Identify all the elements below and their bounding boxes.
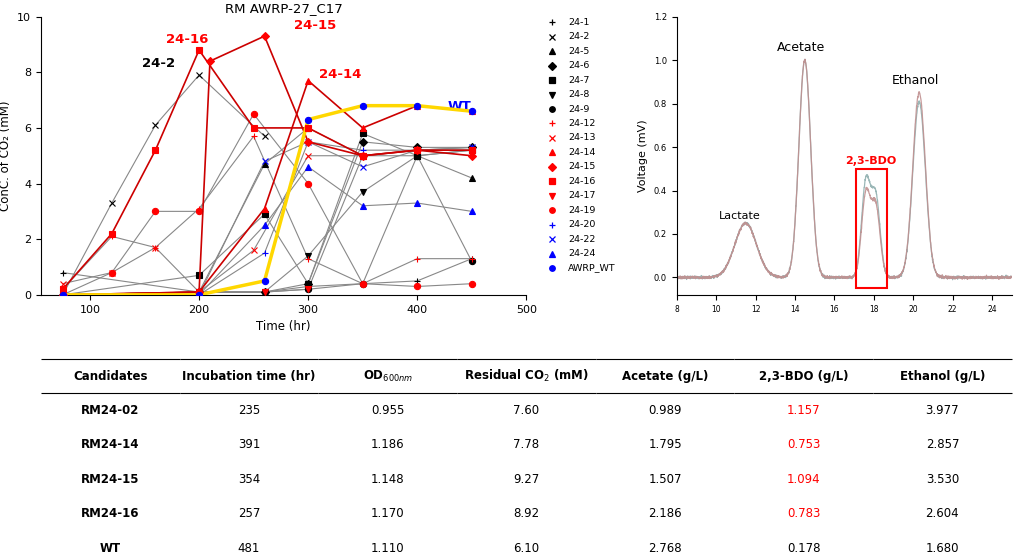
Y-axis label: ConC. of CO₂ (mM): ConC. of CO₂ (mM) xyxy=(0,100,11,211)
Text: AWRP_WT: AWRP_WT xyxy=(568,264,616,273)
Text: 24-2: 24-2 xyxy=(568,32,590,41)
Text: 24-6: 24-6 xyxy=(568,61,590,70)
Text: 24-15: 24-15 xyxy=(294,19,336,32)
Text: 24-16: 24-16 xyxy=(167,33,208,46)
Text: WT: WT xyxy=(448,100,471,113)
Text: 24-7: 24-7 xyxy=(568,75,590,84)
Title: RM AWRP-27_C17: RM AWRP-27_C17 xyxy=(225,2,342,16)
Text: 2,3-BDO: 2,3-BDO xyxy=(845,157,896,166)
Text: 24-5: 24-5 xyxy=(568,47,590,56)
Bar xyxy=(856,169,887,288)
Text: Acetate: Acetate xyxy=(777,42,825,54)
Text: 24-14: 24-14 xyxy=(319,68,362,81)
Text: 24-13: 24-13 xyxy=(568,133,596,143)
Text: 24-15: 24-15 xyxy=(568,163,596,171)
Y-axis label: Voltage (mV): Voltage (mV) xyxy=(638,119,648,192)
Text: 24-1: 24-1 xyxy=(568,18,590,27)
Text: 24-14: 24-14 xyxy=(568,148,596,157)
Text: 24-22: 24-22 xyxy=(568,235,596,244)
Text: 24-19: 24-19 xyxy=(568,206,596,215)
X-axis label: Time (hr): Time (hr) xyxy=(257,320,311,333)
Text: 24-16: 24-16 xyxy=(568,177,596,186)
Text: Ethanol: Ethanol xyxy=(891,74,939,87)
Text: Lactate: Lactate xyxy=(718,211,760,221)
Text: 24-12: 24-12 xyxy=(568,119,596,128)
Text: 24-17: 24-17 xyxy=(568,191,596,200)
Text: 24-2: 24-2 xyxy=(142,57,176,70)
Text: 24-20: 24-20 xyxy=(568,220,596,229)
Text: 24-8: 24-8 xyxy=(568,90,590,99)
Text: 24-24: 24-24 xyxy=(568,249,596,258)
Text: 24-9: 24-9 xyxy=(568,104,590,114)
